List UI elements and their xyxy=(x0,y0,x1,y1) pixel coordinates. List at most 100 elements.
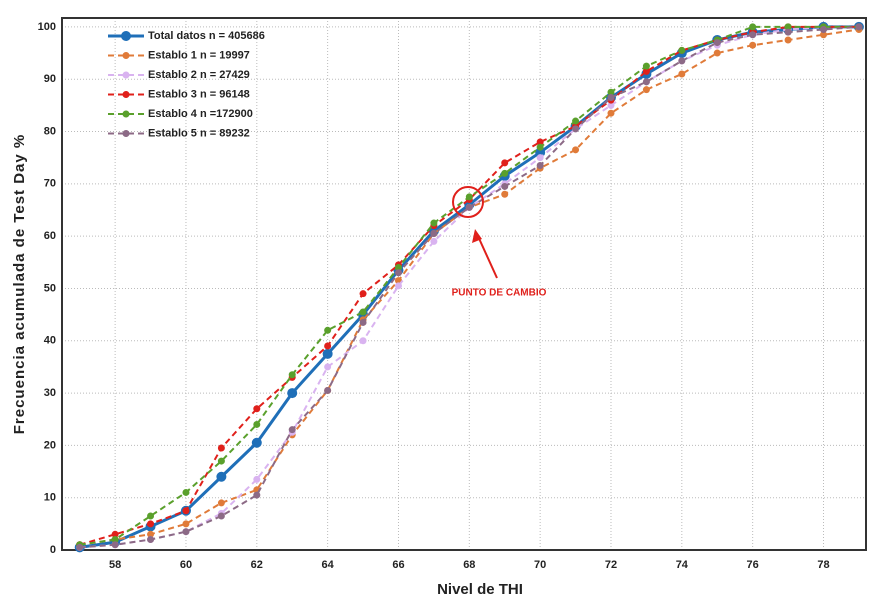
data-point xyxy=(819,31,827,39)
x-tick-label: 70 xyxy=(534,559,546,571)
data-point xyxy=(536,162,544,170)
data-point xyxy=(359,337,367,345)
data-point xyxy=(216,471,227,482)
y-tick-label: 20 xyxy=(44,439,56,451)
annotation-arrowhead xyxy=(472,229,482,243)
data-point xyxy=(182,528,190,536)
series-line xyxy=(79,25,859,549)
x-tick-label: 74 xyxy=(676,559,689,571)
x-tick-label: 60 xyxy=(180,559,192,571)
y-tick-label: 10 xyxy=(44,492,56,504)
data-point xyxy=(819,26,827,34)
data-point xyxy=(501,169,509,177)
data-point xyxy=(642,62,650,70)
legend-marker xyxy=(122,130,130,137)
data-point xyxy=(713,49,721,57)
legend-label: Establo 3 n = 96148 xyxy=(148,88,250,100)
data-point xyxy=(536,154,544,162)
data-point xyxy=(287,388,298,399)
data-point xyxy=(217,512,225,520)
data-point xyxy=(253,405,261,413)
data-point xyxy=(642,67,650,75)
data-point xyxy=(147,520,155,528)
data-point xyxy=(324,386,332,394)
data-point xyxy=(749,23,757,31)
data-point xyxy=(394,282,402,290)
data-point xyxy=(217,457,225,465)
y-tick-label: 100 xyxy=(38,21,56,33)
data-point xyxy=(324,326,332,334)
data-point xyxy=(749,41,757,49)
y-axis-label: Frecuencia acumulada de Test Day % xyxy=(11,134,28,435)
data-point xyxy=(607,94,615,102)
data-point xyxy=(253,475,261,483)
data-point xyxy=(253,491,261,499)
legend-label: Establo 1 n = 19997 xyxy=(148,49,250,61)
y-tick-label: 90 xyxy=(44,73,56,85)
data-point xyxy=(147,536,155,544)
legend-marker xyxy=(122,91,130,98)
data-point xyxy=(182,507,190,515)
data-point xyxy=(465,203,473,211)
y-tick-label: 40 xyxy=(44,335,56,347)
legend-label: Total datos n = 405686 xyxy=(148,30,265,42)
data-point xyxy=(394,269,402,277)
data-point xyxy=(678,57,686,65)
data-point xyxy=(182,488,190,496)
data-point xyxy=(536,143,544,151)
data-point xyxy=(501,159,509,167)
legend-marker xyxy=(122,71,130,79)
data-point xyxy=(147,512,155,520)
data-point xyxy=(572,125,580,133)
data-point xyxy=(217,444,225,452)
data-point xyxy=(111,530,119,538)
data-point xyxy=(288,426,296,434)
x-tick-label: 68 xyxy=(463,559,475,571)
x-tick-label: 66 xyxy=(392,559,404,571)
data-point xyxy=(76,543,84,551)
x-tick-label: 64 xyxy=(322,559,335,571)
x-axis-label: Nivel de THI xyxy=(437,581,523,598)
data-point xyxy=(784,23,792,31)
data-point xyxy=(394,264,402,272)
data-point xyxy=(111,541,119,549)
x-tick-label: 78 xyxy=(817,559,829,571)
x-tick-label: 72 xyxy=(605,559,617,571)
data-point xyxy=(642,86,650,94)
data-point xyxy=(749,31,757,39)
data-point xyxy=(465,193,473,201)
y-tick-label: 60 xyxy=(44,230,56,242)
annotation-arrow xyxy=(476,233,498,279)
legend-marker xyxy=(122,52,130,59)
data-point xyxy=(111,536,119,544)
data-point xyxy=(251,437,262,448)
data-point xyxy=(359,318,367,326)
data-point xyxy=(324,363,332,371)
y-tick-label: 80 xyxy=(44,125,56,137)
data-point xyxy=(501,190,509,198)
data-point xyxy=(501,182,509,190)
data-point xyxy=(855,23,863,31)
data-point xyxy=(678,70,686,78)
data-point xyxy=(288,371,296,379)
legend-label: Establo 2 n = 27429 xyxy=(148,69,250,81)
y-tick-label: 70 xyxy=(44,178,56,190)
data-point xyxy=(430,237,438,245)
y-tick-label: 50 xyxy=(44,282,56,294)
data-point xyxy=(572,146,580,154)
data-point xyxy=(713,39,721,47)
data-point xyxy=(182,520,190,528)
y-tick-label: 30 xyxy=(44,387,56,399)
data-point xyxy=(253,420,261,428)
data-point xyxy=(147,530,155,538)
data-point xyxy=(536,138,544,146)
x-tick-label: 58 xyxy=(109,559,121,571)
x-tick-label: 76 xyxy=(747,559,759,571)
data-point xyxy=(784,36,792,44)
data-point xyxy=(322,348,333,359)
annotation-circle xyxy=(452,186,484,218)
x-tick-label: 62 xyxy=(251,559,263,571)
legend-marker xyxy=(122,110,130,118)
data-point xyxy=(607,101,615,109)
data-point xyxy=(359,290,367,298)
